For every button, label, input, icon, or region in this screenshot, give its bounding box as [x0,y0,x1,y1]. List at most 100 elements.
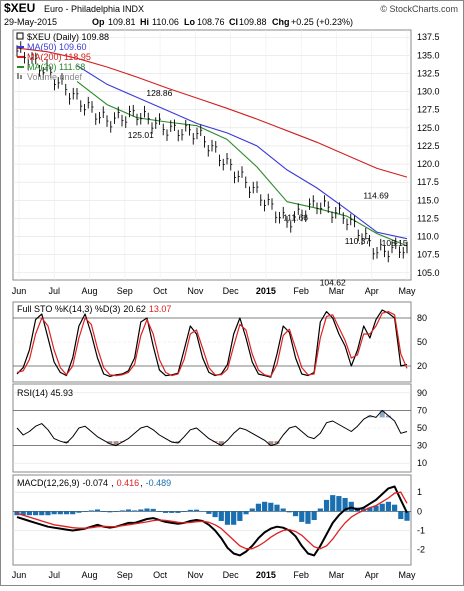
x-tick-label: Jun [12,286,27,296]
price-annotation: 128.86 [146,88,172,98]
macd-hist-bar [237,511,243,521]
macd-hist-bar [255,503,262,512]
close-value: 109.88 [239,17,267,27]
legend-entry: $XEU (Daily) 109.88 [27,32,109,42]
stochastic-label: Full STO %K(14,3) %D(3) 20.62 13.07 [17,304,171,314]
series-line-ma-200- [16,47,408,178]
y-tick-label: 70 [417,405,427,415]
macd-hist-bar [119,510,125,512]
macd-hist-bar [206,511,212,514]
macd-hist-bar [51,511,57,515]
y-tick-label: 135.0 [417,50,440,60]
macd-axis-ticks: -2 -1 0 1 [417,487,425,554]
legend-entry: MA(200) 118.95 [27,52,91,62]
y-tick-label: 115.0 [417,195,439,205]
macd-hist-bar [268,502,274,512]
macd-hist-bar [63,511,70,515]
macd-hist-bar [94,509,101,512]
macd-hist-bar [392,504,398,512]
y-tick-label: 90 [417,388,427,398]
x-tick-label: Jul [49,570,61,580]
x-tick-label: Sep [117,286,133,296]
macd-hist-bar [379,503,385,512]
macd-hist-bar [342,497,348,512]
series-line--d [16,311,408,377]
macd-hist-bar [262,501,268,512]
high-label: Hi [140,17,149,27]
macd-hist-bar [249,508,255,512]
stochastic-axis-ticks: 20 50 80 [417,313,427,371]
series-line-signal [16,491,408,550]
watermark: © StockCharts.com [380,4,458,14]
price-annotation: 125.01 [128,130,154,140]
macd-hist-bar [39,511,45,516]
macd-value: -0.074 [83,478,109,488]
x-tick-label: Oct [153,570,168,580]
series-line--k [16,309,408,378]
rsi-oversold-fill [64,441,70,443]
rsi-oversold-fill [107,441,113,444]
macd-hist-bar [132,510,138,512]
stochastic-series [16,309,408,378]
x-tick-label: Dec [223,286,240,296]
rsi-overbought-fill [379,410,385,418]
change-value: +0.25 (+0.23%) [291,17,353,27]
y-tick-label: -1 [417,526,425,536]
rsi-axis-ticks: 10 30 50 70 90 [417,388,427,468]
rsi-label: RSI(14) 45.93 [17,388,73,398]
y-tick-label: 125.0 [417,123,440,133]
macd-hist-bar [336,496,342,512]
macd-hist-bar [113,511,119,512]
macd-hist-bar [138,509,144,512]
x-tick-label: Feb [293,286,309,296]
macd-hist-bar [175,511,181,513]
x-tick-label: Mar [329,286,345,296]
macd-hist-bar [330,495,336,512]
y-tick-label: 112.5 [417,213,439,223]
macd-hist-bar [212,511,218,518]
macd-series [16,485,408,557]
macd-panel: -2-101 MACD(12,26,9) -0.074, 0.416, -0.489 [12,474,425,566]
macd-hist-bar [144,508,150,512]
macd-hist-bar [292,511,299,517]
bottom-x-axis: Jun Jul Aug Sep Oct Nov Dec 2015 Feb Mar Apr May [12,570,416,580]
y-tick-label: 0 [417,506,422,516]
x-tick-label: Apr [365,570,379,580]
price-annotation: 108.15 [382,238,408,248]
x-tick-label: Mar [329,570,345,580]
macd-hist-bar [274,504,280,512]
macd-hist-bar [20,511,26,516]
rsi-oversold-fill [218,441,224,446]
macd-hist-bar [224,511,231,525]
y-tick-label: 127.5 [417,105,440,115]
y-tick-label: 10 [417,458,427,468]
macd-label: MACD(12,26,9) -0.074, 0.416, -0.489 [17,478,171,488]
legend-entry: MA(50) 109.60 [27,42,87,52]
macd-hist-value: -0.489 [146,478,172,488]
y-tick-label: 110.0 [417,232,439,242]
macd-hist-bar [57,511,63,515]
macd-hist-bar [299,511,305,522]
x-tick-label: Nov [187,286,204,296]
rsi-overbought-fill [385,415,391,418]
y-tick-label: 1 [417,487,422,497]
x-tick-label: May [398,286,416,296]
x-tick-label: Aug [82,286,98,296]
price-annotation: 104.62 [320,278,346,288]
macd-hist-bar [88,510,94,512]
x-tick-label: Oct [153,286,168,296]
low-value: 108.76 [197,17,225,27]
macd-hist-bar [398,511,404,520]
macd-hist-bar [218,511,224,521]
legend-swatch [17,73,19,79]
legend-swatch [16,32,24,40]
macd-sep-2: , [140,478,143,488]
rsi-oversold-fill [268,441,274,446]
x-tick-label: Feb [293,570,309,580]
macd-hist-bar [14,511,20,516]
x-tick-label: Jun [12,570,27,580]
change-label: Chg [272,17,290,27]
price-annotation: 110.37 [345,236,371,246]
macd-hist-bar [82,511,88,512]
